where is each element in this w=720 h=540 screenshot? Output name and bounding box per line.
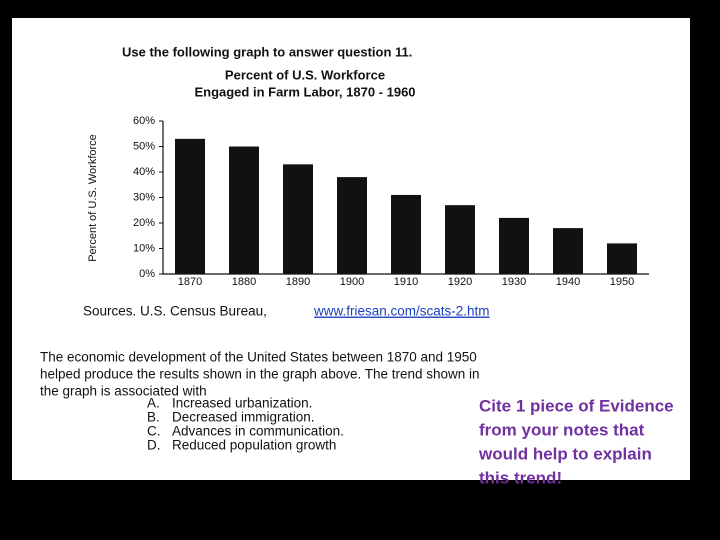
x-tick-label: 1900 [340,276,364,288]
x-tick-label: 1890 [286,276,310,288]
y-tick-label: 60% [133,115,155,127]
bar [337,177,367,274]
bar [391,194,421,274]
x-tick-label: 1880 [232,276,256,288]
option-text: Advances in communication. [172,424,344,439]
source-link[interactable]: www.friesan.com/scats-2.htm [313,304,490,319]
x-tick-label: 1910 [394,276,418,288]
question-text: helped produce the results shown in the … [40,367,480,382]
y-tick-label: 50% [133,140,155,152]
x-tick-label: 1950 [610,276,634,288]
x-tick-label: 1930 [502,276,526,288]
option-text: Decreased immigration. [172,410,315,425]
question-text: the graph is associated with [40,384,207,399]
question-text: The economic development of the United S… [40,350,477,365]
chart-title: Engaged in Farm Labor, 1870 - 1960 [194,84,415,99]
y-tick-label: 10% [133,242,155,254]
y-tick-label: 20% [133,217,155,229]
prompt-text: from your notes that [479,420,645,439]
y-tick-label: 40% [133,166,155,178]
x-tick-label: 1920 [448,276,472,288]
prompt-text: would help to explain [478,444,652,463]
bar [607,243,637,274]
option-letter: B. [147,410,160,425]
bar [229,146,259,274]
bar [553,228,583,274]
option-letter: C. [147,424,161,439]
bar [445,205,475,274]
y-tick-label: 30% [133,191,155,203]
bar [499,217,529,274]
y-axis-label: Percent of U.S. Workforce [87,134,99,262]
option-text: Increased urbanization. [172,396,312,411]
header: Use the following graph to answer questi… [122,44,412,59]
chart-title: Percent of U.S. Workforce [225,67,385,82]
option-letter: A. [147,396,160,411]
x-tick-label: 1870 [178,276,202,288]
prompt-text: this trend! [479,468,562,487]
y-tick-label: 0% [139,268,155,280]
x-tick-label: 1940 [556,276,580,288]
prompt-text: Cite 1 piece of Evidence [479,396,674,415]
option-text: Reduced population growth [172,438,336,453]
option-letter: D. [147,438,161,453]
source: Sources. U.S. Census Bureau, [83,304,267,319]
bar [175,138,205,274]
bar [283,164,313,274]
